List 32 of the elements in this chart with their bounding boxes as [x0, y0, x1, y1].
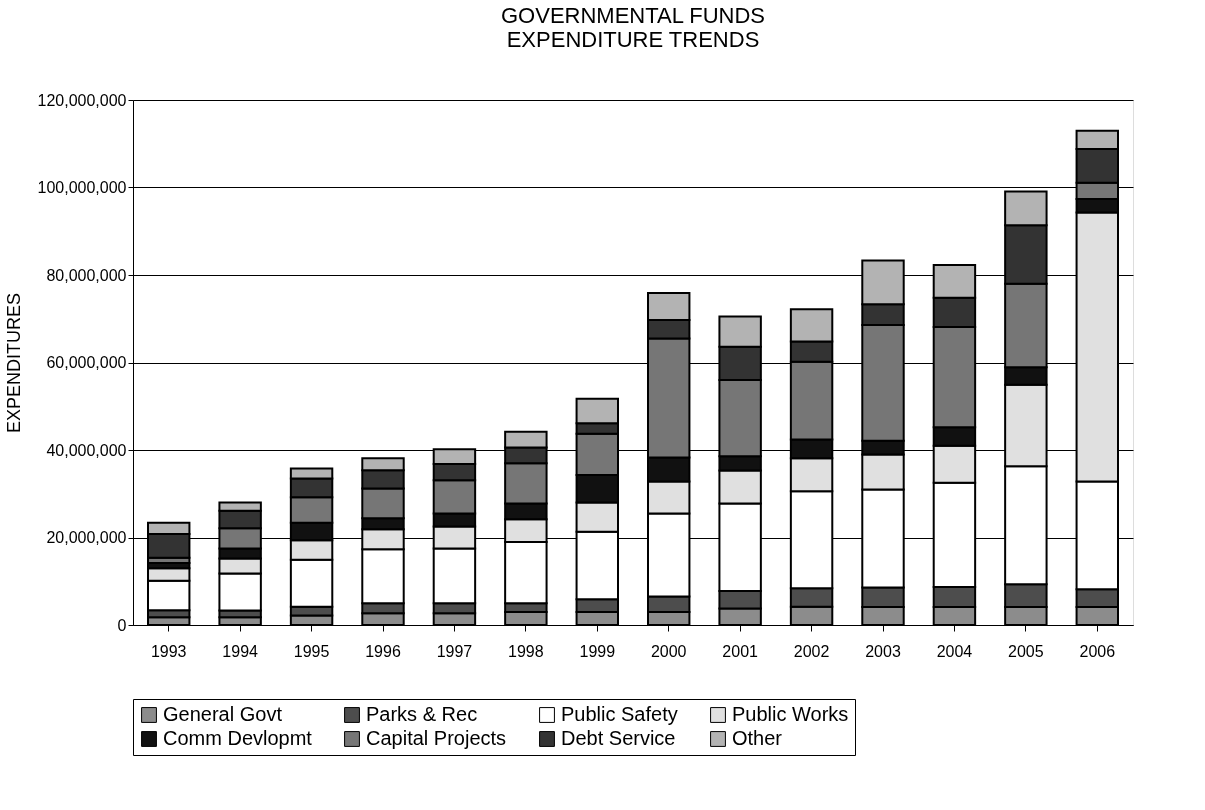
x-tick-label: 1998 [508, 642, 544, 660]
x-tick-label: 1993 [150, 642, 187, 660]
legend-label: Public Works [732, 703, 849, 725]
legend-label: Capital Projects [366, 727, 507, 749]
x-tick-label: 2000 [650, 642, 687, 660]
y-tick-label: 100,000,000 [37, 179, 127, 196]
x-tick-label: 2005 [1008, 642, 1044, 660]
legend-label: Public Safety [561, 703, 678, 725]
x-tick-label: 1996 [365, 642, 401, 660]
x-tick-label: 2004 [936, 642, 973, 660]
x-tick-label: 1995 [293, 642, 330, 660]
x-tick-label: 2001 [722, 642, 759, 660]
x-tick-label: 2002 [793, 642, 830, 660]
x-tick-label: 2003 [865, 642, 901, 660]
text: GOVERNMENTAL FUNDS [500, 3, 766, 28]
legend-label: Other [732, 727, 783, 749]
y-tick-label: 60,000,000 [46, 354, 127, 371]
legend-label: Comm Devlopmt [163, 727, 313, 749]
x-tick-label: 1999 [579, 642, 616, 660]
text: EXPENDITURE TRENDS [506, 27, 760, 52]
x-tick-label: 2006 [1079, 642, 1116, 660]
y-tick-label: 40,000,000 [46, 441, 127, 459]
y-tick-label: 120,000,000 [37, 91, 127, 109]
legend-label: Debt Service [561, 727, 676, 749]
x-tick-label: 1994 [222, 642, 259, 660]
y-tick-label: 80,000,000 [46, 266, 127, 284]
legend-label: Parks & Rec [366, 703, 478, 725]
y-tick-label: 0 [117, 616, 127, 634]
legend-label: General Govt [163, 703, 283, 725]
x-tick-label: 1997 [436, 642, 473, 660]
y-tick-label: 20,000,000 [46, 529, 127, 546]
y-axis-title: EXPENDITURES [3, 292, 24, 434]
